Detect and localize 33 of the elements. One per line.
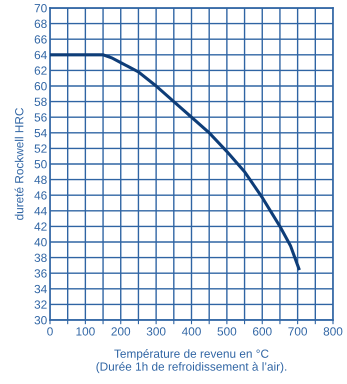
y-tick-label: 66 bbox=[34, 35, 47, 44]
x-tick-label: 400 bbox=[182, 327, 201, 336]
y-axis-title: dureté Rockwell HRC bbox=[14, 108, 24, 220]
x-tick-label: 300 bbox=[146, 327, 166, 336]
y-tick-label: 60 bbox=[34, 82, 47, 90]
y-tick-label: 42 bbox=[34, 222, 47, 231]
x-tick-label: 600 bbox=[253, 327, 272, 336]
x-tick-label: 800 bbox=[324, 327, 342, 336]
y-tick-label: 54 bbox=[34, 128, 47, 138]
y-tick-label: 38 bbox=[34, 254, 47, 262]
y-tick-label: 62 bbox=[34, 66, 47, 75]
y-tick-label: 56 bbox=[34, 113, 47, 122]
x-tick-label: 500 bbox=[218, 327, 236, 336]
y-tick-label: 40 bbox=[34, 238, 47, 246]
y-tick-label: 36 bbox=[34, 269, 47, 278]
y-tick-label: 32 bbox=[34, 300, 47, 309]
x-tick-label: 0 bbox=[47, 327, 53, 336]
y-tick-label: 64 bbox=[34, 50, 47, 60]
x-tick-label: 200 bbox=[111, 327, 130, 336]
y-tick-label: 48 bbox=[34, 176, 47, 184]
y-tick-label: 46 bbox=[34, 191, 47, 200]
y-tick-label: 44 bbox=[34, 206, 47, 216]
x-tick-label: 100 bbox=[76, 327, 95, 336]
x-axis-title: Température de revenu en °C (Durée 1h de refroidissement à l’air). bbox=[96, 349, 286, 374]
line-series bbox=[50, 53, 301, 272]
y-tick-label: 34 bbox=[34, 284, 47, 294]
y-tick-label: 52 bbox=[34, 144, 47, 153]
y-tick-label: 50 bbox=[34, 160, 47, 168]
x-tick-label: 700 bbox=[288, 327, 308, 336]
y-tick-label: 70 bbox=[34, 4, 47, 12]
y-tick-label: 30 bbox=[34, 316, 47, 324]
y-tick-label: 58 bbox=[34, 98, 47, 106]
y-tick-label: 68 bbox=[34, 20, 47, 28]
